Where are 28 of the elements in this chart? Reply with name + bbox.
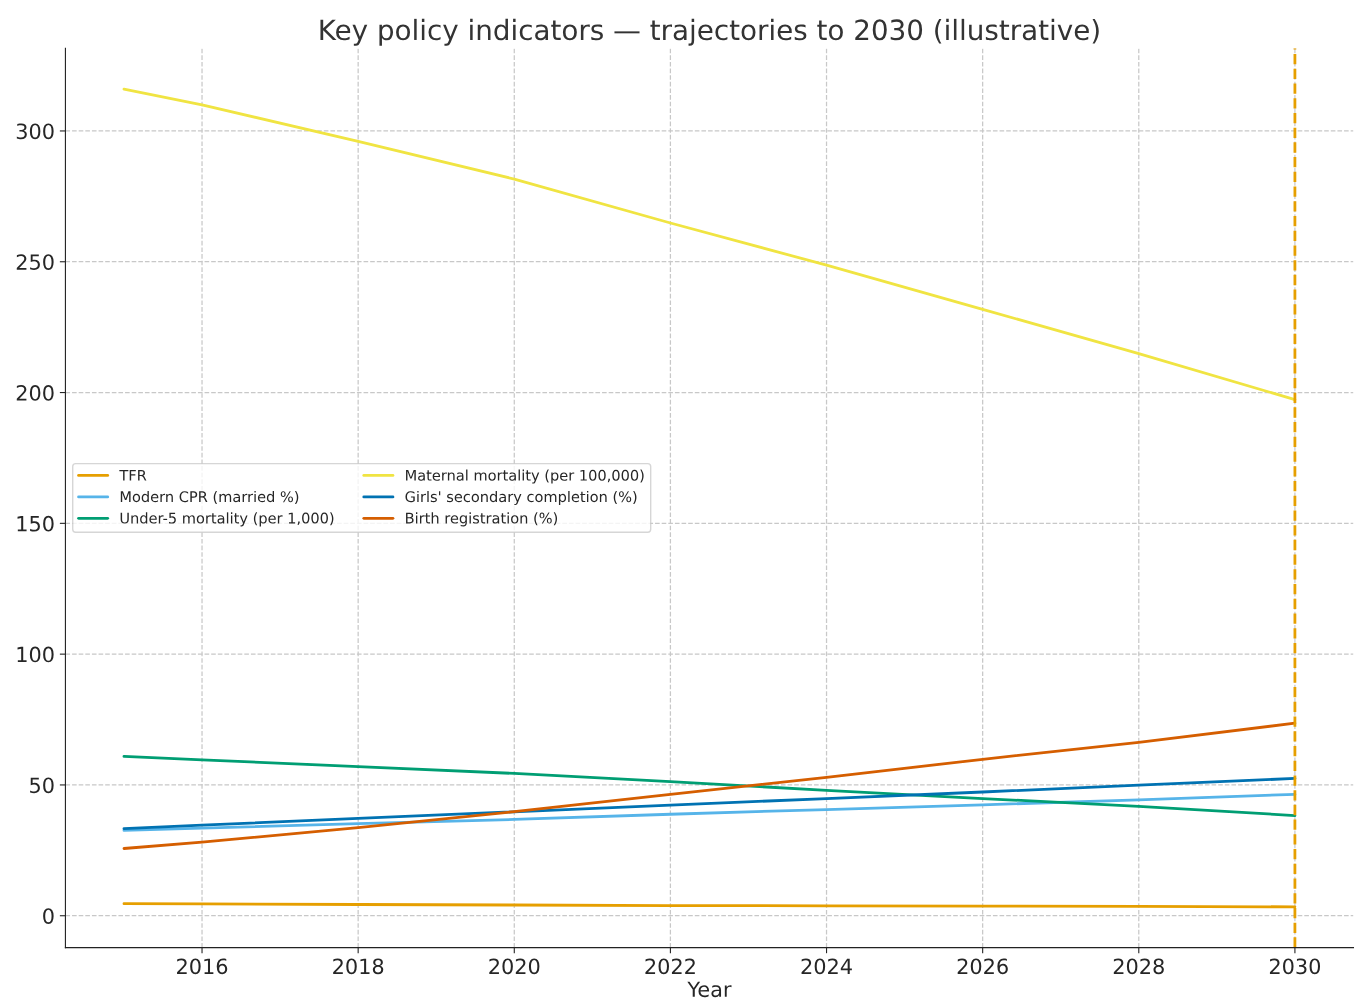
y-tick-label: 100 [17, 646, 54, 663]
x-tick-label: 2016 [177, 958, 228, 975]
x-tick-label: 2018 [333, 958, 384, 975]
x-tick-label: 2020 [489, 958, 540, 975]
line-series [122, 755, 1297, 817]
legend-label: Birth registration (%) [406, 512, 558, 527]
legend-label: Maternal mortality (per 100,000) [406, 469, 644, 484]
y-tick-label: 150 [17, 515, 54, 532]
y-tick-label: 250 [16, 254, 54, 270]
legend-label: Modern CPR (married %) [120, 490, 299, 504]
y-tick-label: 50 [30, 777, 54, 794]
legend-label: Girls' secondary completion (%) [405, 490, 637, 506]
line-series [122, 792, 1297, 832]
line-series [122, 721, 1297, 850]
x-tick-label: 2024 [801, 958, 852, 975]
x-tick-label: 2028 [1113, 958, 1164, 975]
chart-title: Key policy indicators — trajectories to 2030 (illustrative) [320, 18, 1099, 46]
line-series [122, 777, 1297, 831]
y-tick-label: 300 [16, 123, 54, 140]
legend-label: Under-5 mortality (per 1,000) [120, 512, 334, 527]
x-tick-label: 2022 [645, 958, 695, 975]
y-tick-label: 0 [43, 908, 54, 924]
legend-label: TFR [119, 469, 147, 481]
x-axis-title: Year [687, 981, 732, 998]
line-series [122, 87, 1297, 401]
x-tick-label: 2030 [1269, 958, 1321, 975]
y-tick-label: 200 [16, 385, 54, 401]
x-tick-label: 2026 [957, 958, 1008, 975]
